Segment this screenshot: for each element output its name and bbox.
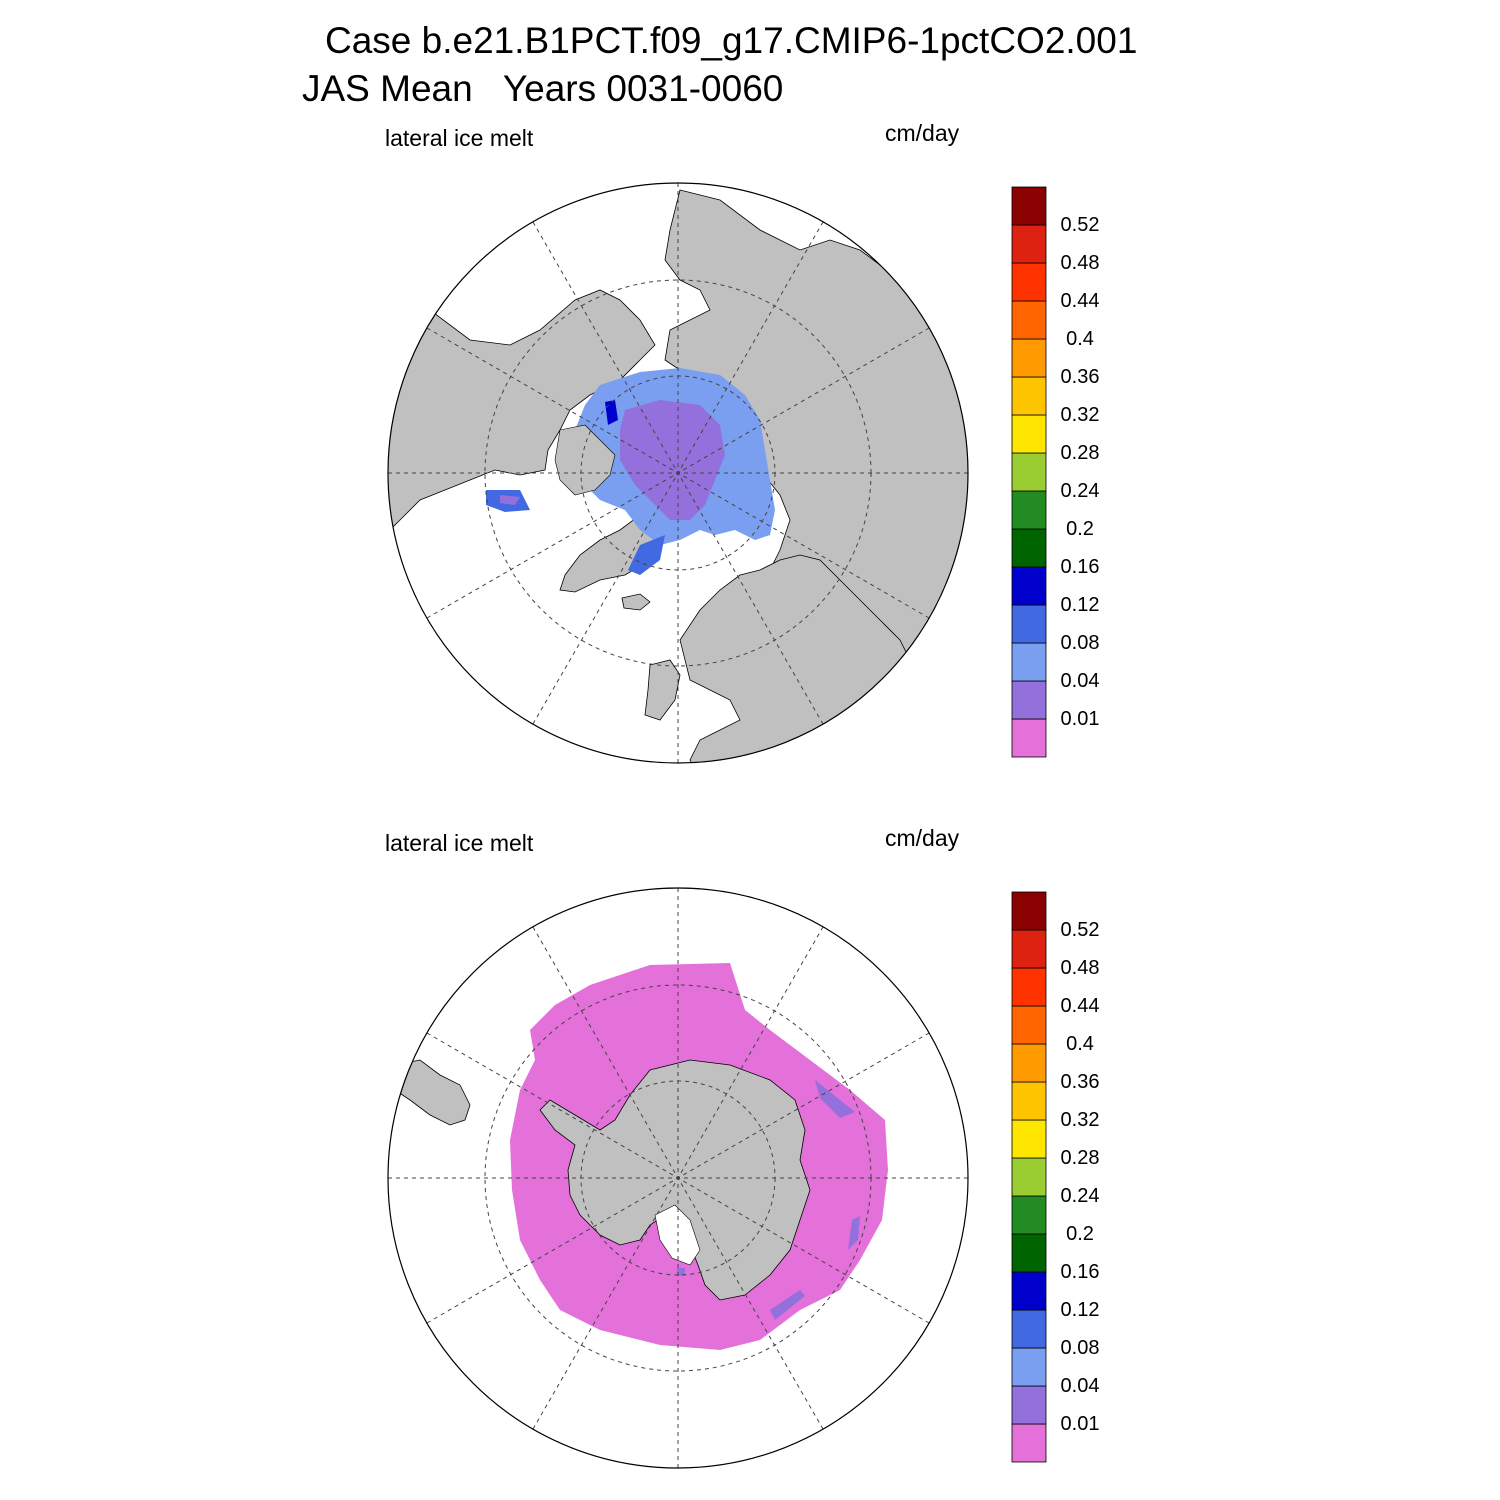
north-colorbar [1011,186,1047,758]
north-colorbar-tick-label: 0.32 [1060,404,1100,426]
figure-title-line-2: JAS Mean Years 0031-0060 [302,68,784,109]
north-colorbar-swatch [1011,186,1047,226]
south-colorbar-swatch [1011,1347,1047,1387]
south-colorbar-tick-label: 0.32 [1060,1109,1100,1131]
south-colorbar-swatch [1011,1195,1047,1235]
south-colorbar-swatch [1011,967,1047,1007]
north-polar-map [387,182,969,764]
north-colorbar-swatch [1011,414,1047,454]
north-colorbar-swatch [1011,528,1047,568]
south-polar-map [387,887,969,1469]
north-colorbar-swatch [1011,376,1047,416]
north-colorbar-swatch [1011,300,1047,340]
south-colorbar-tick-label: 0.36 [1060,1071,1100,1093]
north-colorbar-tick-label: 0.2 [1066,518,1094,540]
north-map-boundary [387,182,969,764]
north-colorbar-tick-label: 0.44 [1060,290,1100,312]
south-colorbar-tick-label: 0.52 [1060,919,1100,941]
south-colorbar-swatch [1011,1081,1047,1121]
north-graticule [388,183,968,763]
north-colorbar-swatch [1011,338,1047,378]
south-colorbar-swatch [1011,1119,1047,1159]
north-colorbar-tick-label: 0.24 [1060,480,1100,502]
north-land-asia [388,289,656,541]
south-colorbar-swatch [1011,1271,1047,1311]
north-land-british-isles [644,659,681,721]
south-melt-patch-south [770,1290,805,1320]
north-melt-patch-bering-inner [500,495,520,505]
south-colorbar-tick-label: 0.04 [1060,1375,1100,1397]
south-colorbar-swatch [1011,1005,1047,1045]
south-graticule [388,888,968,1468]
north-colorbar-swatch [1011,642,1047,682]
north-colorbar-tick-label: 0.04 [1060,670,1100,692]
south-colorbar [1011,891,1047,1463]
south-units-label: cm/day [885,825,960,851]
south-land-south-america [394,1059,471,1126]
south-colorbar-tick-label: 0.08 [1060,1337,1100,1359]
north-colorbar-swatch [1011,680,1047,720]
south-colorbar-tick-label: 0.12 [1060,1299,1100,1321]
south-colorbar-tick-label: 0.01 [1060,1413,1100,1435]
north-colorbar-swatch [1011,224,1047,264]
north-colorbar-swatch [1011,718,1047,758]
north-variable-label: lateral ice melt [385,125,534,151]
south-variable-label: lateral ice melt [385,830,534,856]
south-colorbar-tick-label: 0.24 [1060,1185,1100,1207]
north-colorbar-swatch [1011,566,1047,606]
south-melt-patch-ross [677,1268,685,1276]
south-melt-patch-east [815,1080,855,1118]
south-colorbar-swatch [1011,891,1047,931]
north-colorbar-tick-label: 0.52 [1060,214,1100,236]
south-colorbar-swatch [1011,929,1047,969]
north-colorbar-tick-label: 0.01 [1060,708,1100,730]
south-colorbar-tick-label: 0.2 [1066,1223,1094,1245]
south-colorbar-swatch [1011,1309,1047,1349]
north-colorbar-swatch [1011,262,1047,302]
south-colorbar-swatch [1011,1043,1047,1083]
south-map-boundary [387,887,969,1469]
north-colorbar-swatch [1011,452,1047,492]
north-melt-band-0.01-0.04 [620,400,725,520]
south-data-layer [394,963,888,1350]
south-colorbar-tick-label: 0.28 [1060,1147,1100,1169]
north-units-label: cm/day [885,120,960,146]
north-colorbar-tick-label: 0.4 [1066,328,1094,350]
north-melt-patch-coast [628,535,665,575]
south-colorbar-swatch [1011,1157,1047,1197]
north-colorbar-tick-label: 0.12 [1060,594,1100,616]
south-colorbar-swatch [1011,1385,1047,1425]
north-colorbar-tick-label: 0.36 [1060,366,1100,388]
north-colorbar-swatch [1011,490,1047,530]
figure-title-line-1: Case b.e21.B1PCT.f09_g17.CMIP6-1pctCO2.0… [325,20,1138,61]
south-colorbar-swatch [1011,1423,1047,1463]
south-colorbar-tick-label: 0.48 [1060,957,1100,979]
north-colorbar-swatch [1011,604,1047,644]
north-colorbar-tick-label: 0.28 [1060,442,1100,464]
north-colorbar-tick-label: 0.16 [1060,556,1100,578]
north-land-iceland [621,593,651,611]
south-colorbar-swatch [1011,1233,1047,1273]
north-colorbar-tick-label: 0.08 [1060,632,1100,654]
south-colorbar-tick-label: 0.44 [1060,995,1100,1017]
north-colorbar-tick-label: 0.48 [1060,252,1100,274]
north-land-archipelago [554,424,616,496]
south-colorbar-tick-label: 0.4 [1066,1033,1094,1055]
south-colorbar-tick-label: 0.16 [1060,1261,1100,1283]
south-melt-patch-southeast [848,1216,860,1250]
